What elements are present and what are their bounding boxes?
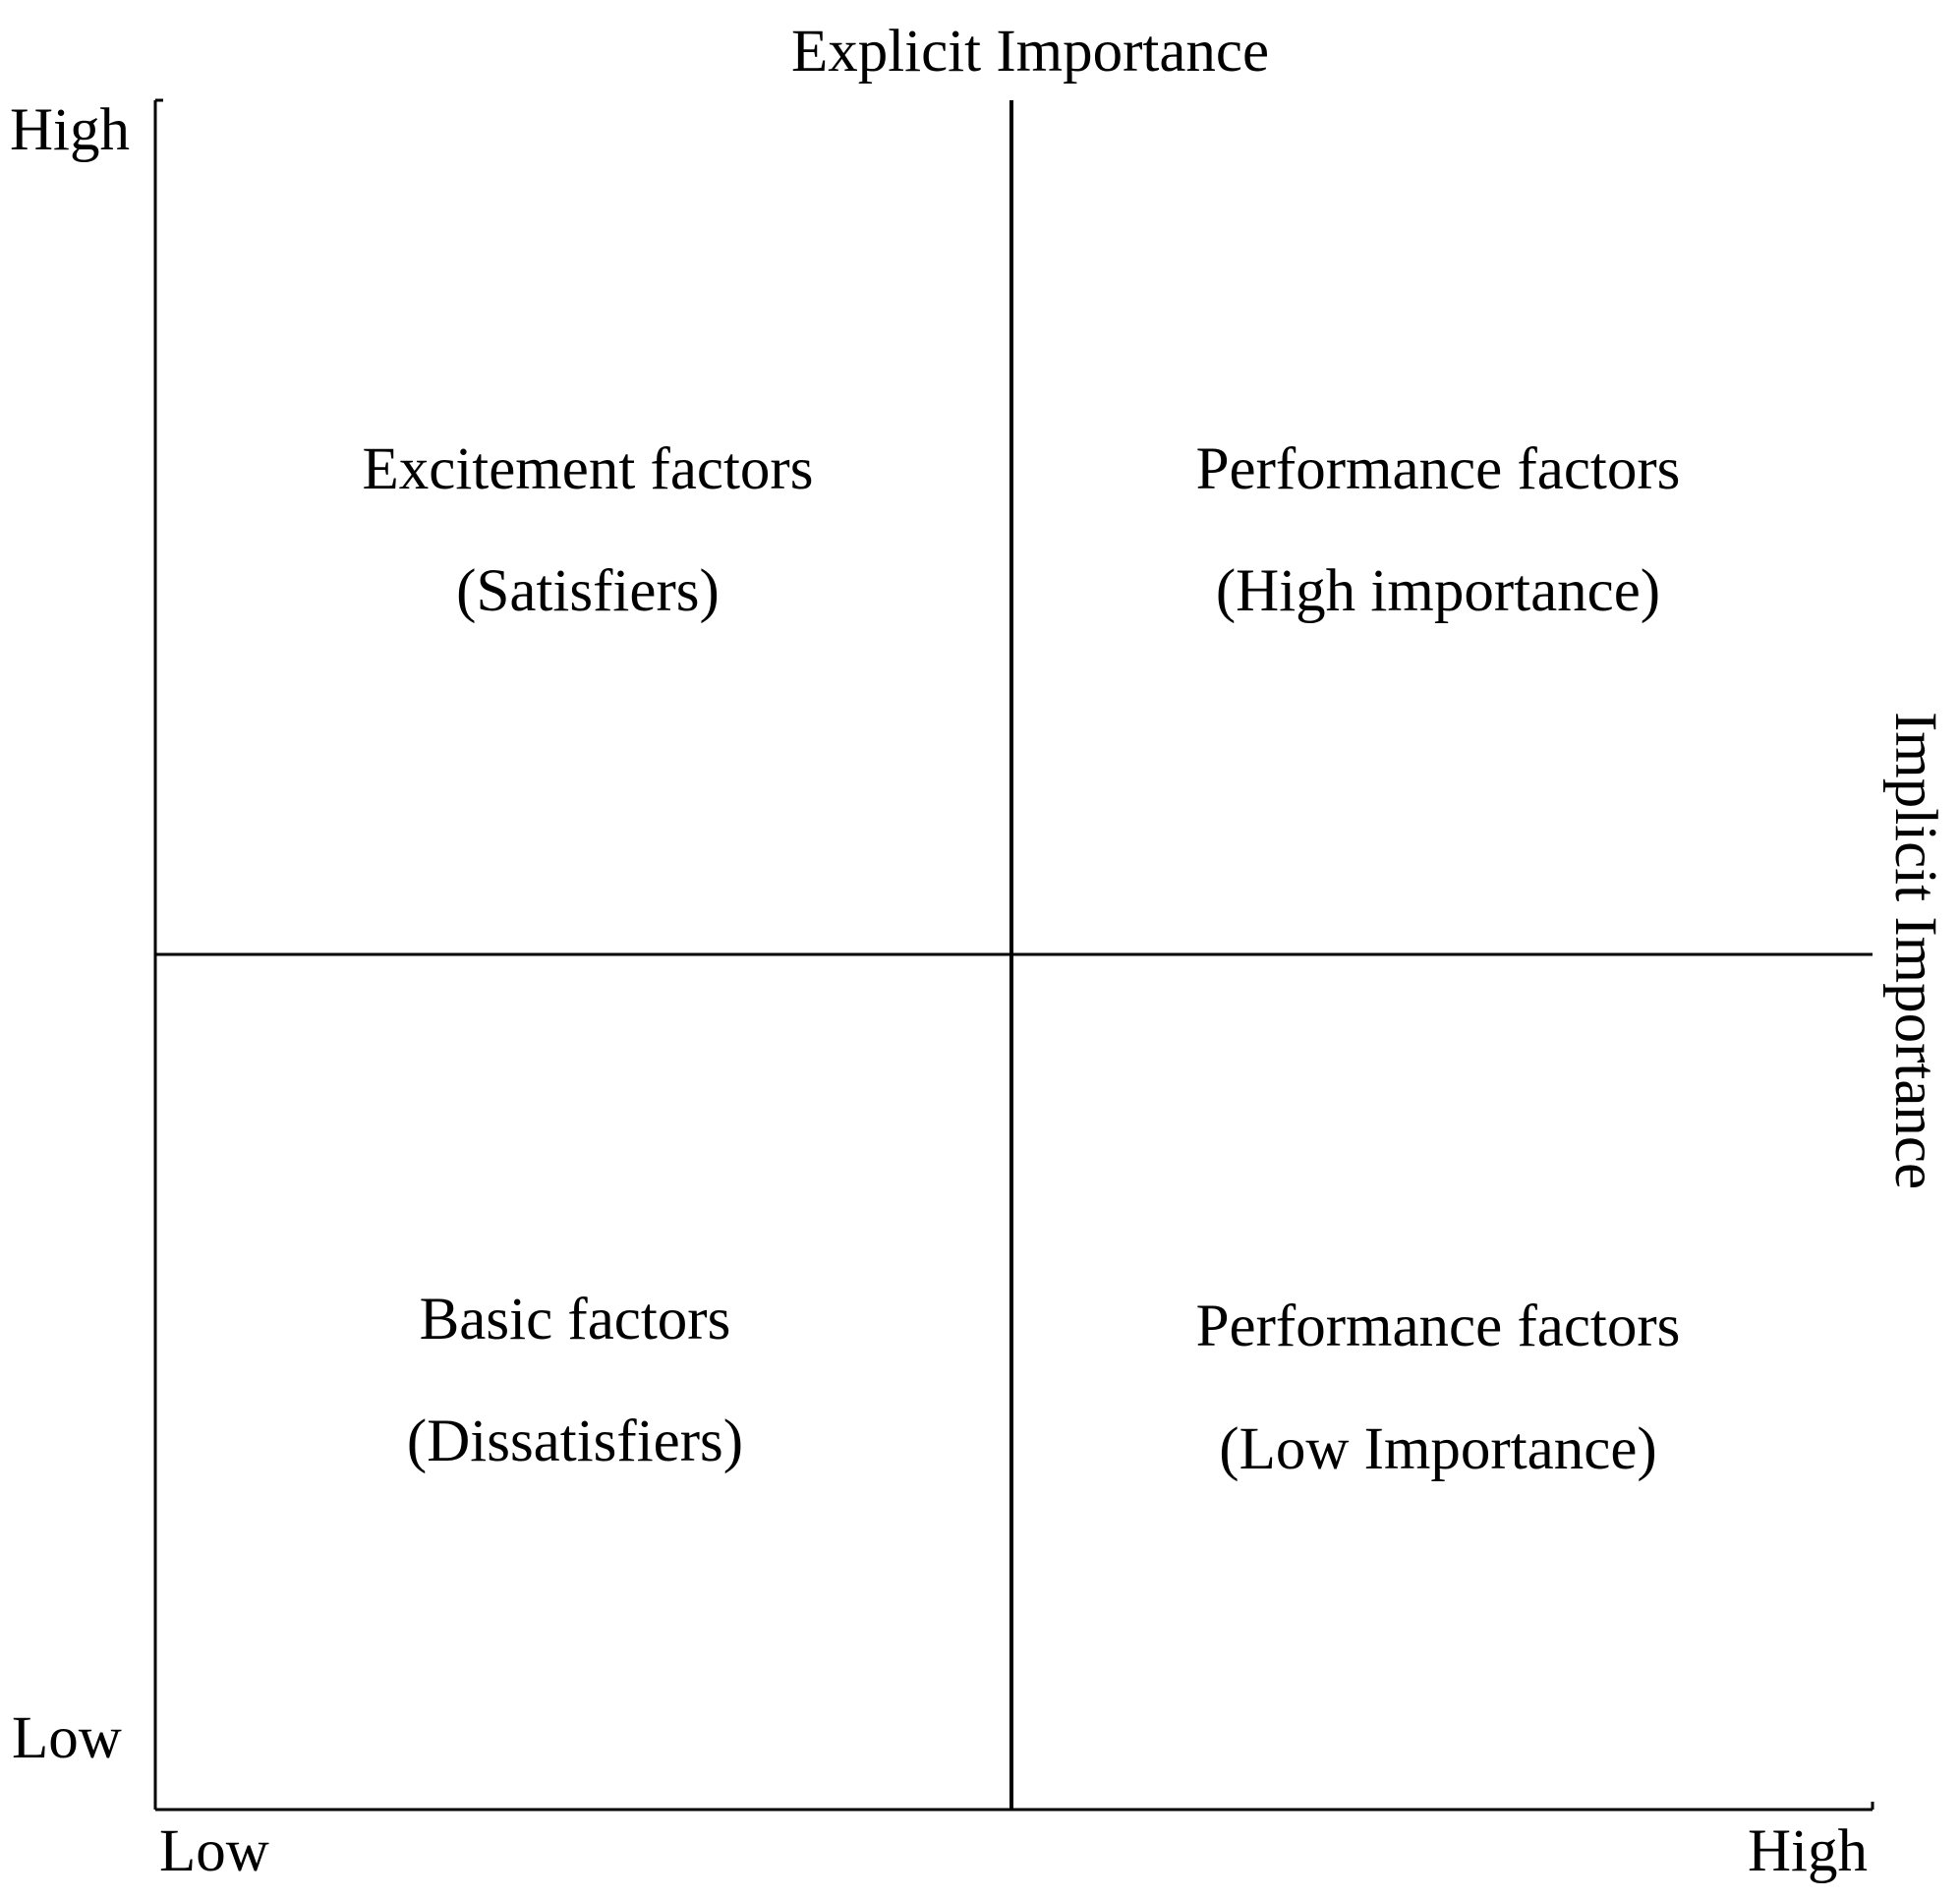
quadrant-label: Excitement factors <box>363 436 814 502</box>
y-low-label: Low <box>12 1705 122 1771</box>
title: Explicit Importance <box>791 19 1269 85</box>
y-high-label: High <box>10 97 130 163</box>
quadrant-sublabel: (High importance) <box>1216 558 1660 624</box>
x-high-label: High <box>1748 1818 1868 1884</box>
quadrant-label: Basic factors <box>420 1287 731 1352</box>
right-axis-label: Implicit Importance <box>1882 712 1948 1189</box>
quadrant-sublabel: (Dissatisfiers) <box>407 1409 743 1474</box>
x-low-label: Low <box>159 1818 269 1884</box>
quadrant-label: Performance factors <box>1196 436 1681 502</box>
quadrant-sublabel: (Low Importance) <box>1219 1416 1656 1482</box>
quadrant-label: Performance factors <box>1196 1294 1681 1359</box>
quadrant-sublabel: (Satisfiers) <box>456 558 720 624</box>
